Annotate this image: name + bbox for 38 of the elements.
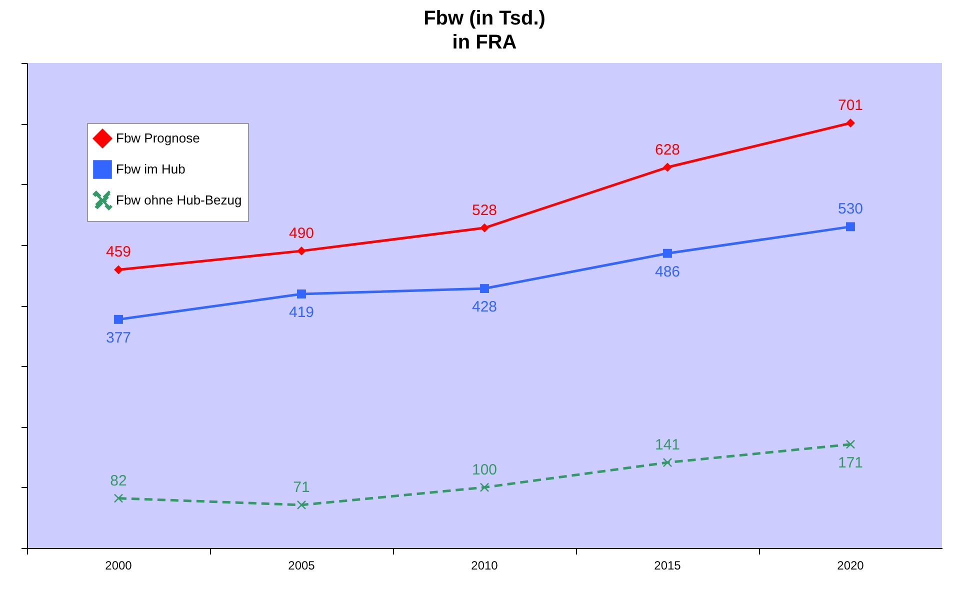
x-tick-label: 2020 [837,558,864,572]
point [114,265,123,274]
data-label: 141 [654,436,680,454]
legend-label: Fbw ohne Hub-Bezug [116,192,242,208]
data-label: 71 [293,478,310,496]
x-tick-label: 2005 [288,558,316,572]
data-label: 82 [110,472,127,490]
data-label: 377 [106,329,132,346]
point [663,162,672,172]
x-tick-label: 2010 [471,558,498,572]
data-label: 628 [654,141,680,158]
data-label: 530 [838,200,864,218]
point [846,440,855,449]
data-label: 486 [654,263,680,280]
point [663,248,672,258]
data-label: 428 [472,298,498,316]
x-tick-label: 2015 [654,558,682,572]
point [480,482,489,492]
data-label: 701 [838,97,864,114]
point [480,284,489,293]
data-label: 528 [472,202,498,219]
point [297,290,306,298]
data-label: 419 [288,304,314,321]
point [846,118,855,128]
legend-label: Fbw Prognose [116,130,200,146]
legend-label: Fbw im Hub [116,162,186,176]
point [114,314,123,324]
x-tick-label: 2000 [105,558,132,572]
point [297,246,306,256]
data-label: 100 [472,461,498,478]
point [846,222,855,232]
point [114,494,123,503]
data-label: 171 [838,454,864,472]
point [480,223,489,232]
chart-subtitle: in FRA [452,32,517,54]
data-label: 490 [288,224,314,242]
chart-title: Fbw (in Tsd.) [424,8,546,30]
data-label: 459 [106,244,132,261]
